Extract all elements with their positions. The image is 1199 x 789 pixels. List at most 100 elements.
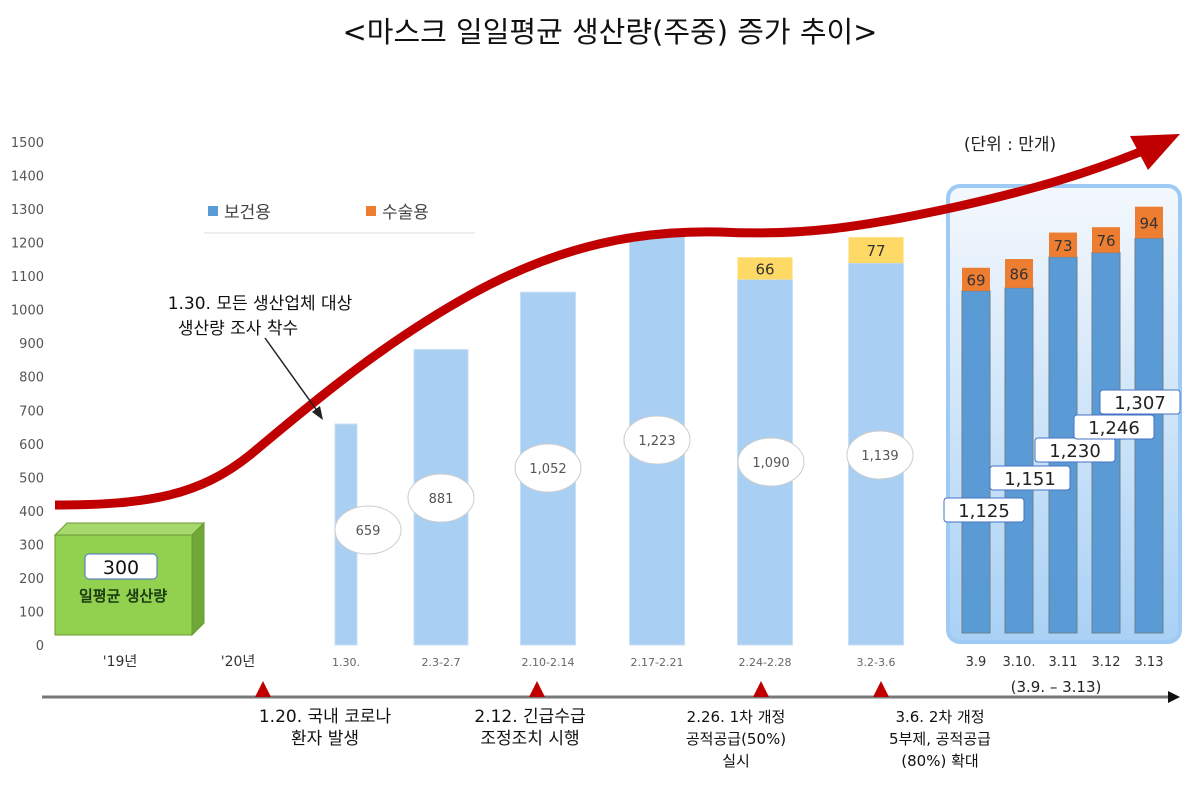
stack-label: 73 [1053, 237, 1072, 255]
x-tick-label: 3.13 [1135, 655, 1164, 670]
event-text: 2.26. 1차 개정 [687, 708, 786, 726]
y-tick-label: 100 [19, 605, 44, 620]
baseline-caption: 일평균 생산량 [79, 587, 167, 605]
y-tick-label: 200 [19, 572, 44, 587]
legend-swatch-health [208, 206, 218, 216]
event-marker [873, 681, 889, 697]
event-text: 5부제, 공적공급 [889, 730, 991, 748]
bar-surgical-3.10. [1005, 259, 1033, 288]
stack-label: 69 [966, 271, 985, 289]
y-tick-label: 900 [19, 337, 44, 352]
bar-surgical-3.12 [1092, 227, 1120, 253]
value-bubble [407, 473, 475, 523]
y-tick-label: 500 [19, 471, 44, 486]
legend: 보건용 수술용 [204, 203, 475, 234]
y-tick-label: 1100 [11, 270, 44, 285]
event-text: 2.12. 긴급수급 [474, 707, 585, 727]
y-tick-label: 0 [36, 639, 44, 654]
bar-surgical-3.11 [1049, 232, 1077, 258]
legend-label-surgical: 수술용 [382, 203, 429, 223]
x-tick-label: 2.24-2.28 [739, 656, 792, 669]
y-tick-label: 1500 [11, 136, 44, 151]
baseline-box: 300 일평균 생산량 [53, 521, 206, 637]
x-label-2019: '19년 [103, 654, 138, 670]
bar-health-3.9 [961, 290, 991, 634]
x-tick-label: 1.30. [332, 656, 360, 669]
event-text: 3.6. 2차 개정 [895, 708, 984, 726]
value-label: 881 [429, 492, 454, 507]
legend-label-health: 보건용 [224, 203, 271, 223]
chart-title: <마스크 일일평균 생산량(주중) 증가 추이> [343, 15, 878, 49]
stack-label: 66 [755, 260, 774, 278]
annotation-pointer [264, 337, 319, 413]
bar-surgical-3.2-3.6 [848, 237, 904, 264]
event-text: 실시 [722, 752, 750, 770]
y-tick-label: 600 [19, 438, 44, 453]
event-text: 1.20. 국내 코로나 [259, 707, 392, 727]
value-bubble [846, 430, 914, 480]
y-axis: 0 100 200 300 400 500 600 700 800 900 1000 1100 1200… [11, 136, 44, 654]
x-tick-label: 2.3-2.7 [422, 656, 461, 669]
event-text: 조정조치 시행 [480, 729, 579, 749]
y-tick-label: 1000 [11, 304, 44, 319]
x-label-2020: '20년 [221, 654, 256, 670]
value-label: 1,151 [1004, 469, 1056, 490]
value-label: 1,246 [1088, 418, 1140, 439]
y-tick-label: 800 [19, 371, 44, 386]
value-label: 1,230 [1049, 441, 1101, 462]
event-marker [753, 681, 769, 697]
value-bubble [334, 505, 402, 555]
x-tick-label: 3.9 [966, 655, 987, 670]
y-tick-label: 1300 [11, 203, 44, 218]
stack-label: 76 [1096, 232, 1115, 250]
value-label: 1,307 [1114, 393, 1166, 414]
bar-health-3.10. [1004, 287, 1034, 634]
value-box [1073, 414, 1155, 440]
stack-label: 86 [1009, 265, 1028, 283]
value-bubble [737, 437, 805, 487]
value-label: 659 [356, 524, 381, 539]
stack-label: 94 [1139, 214, 1158, 232]
event-marker [529, 681, 545, 697]
trend-arrow [54, 147, 1142, 510]
value-bubble [623, 415, 691, 465]
x-tick-label: 2.17-2.21 [631, 656, 684, 669]
baseline-value: 300 [103, 557, 139, 579]
x-tick-label: 3.2-3.6 [857, 656, 896, 669]
bar-surgical-3.13 [1135, 206, 1163, 239]
value-label: 1,052 [529, 462, 566, 477]
x-tick-label: 3.10. [1002, 655, 1035, 670]
timeline-arrowhead [1168, 691, 1180, 703]
x-tick-label: 3.11 [1049, 655, 1078, 670]
value-label: 1,223 [638, 434, 675, 449]
y-tick-label: 700 [19, 404, 44, 419]
legend-swatch-surgical [366, 206, 376, 216]
stack-label: 77 [866, 242, 885, 260]
y-tick-label: 1400 [11, 170, 44, 185]
y-tick-label: 400 [19, 505, 44, 520]
bar-surgical-3.9 [962, 267, 990, 291]
y-tick-label: 1200 [11, 237, 44, 252]
bar-surgical-2.24-2.28 [737, 257, 793, 280]
value-box [943, 497, 1025, 523]
trend-arrowhead [1130, 134, 1180, 170]
value-label: 1,125 [958, 501, 1010, 522]
event-text: (80%) 확대 [901, 752, 978, 770]
unit-note: (단위 : 만개) [964, 135, 1056, 155]
value-box [1099, 389, 1181, 415]
value-box [989, 465, 1071, 491]
x-axis-labels: 1.30. 2.3-2.7 2.10-2.14 2.17-2.21 2.24-2.28 3… [332, 655, 1163, 670]
event-marker [255, 681, 271, 697]
value-label: 1,139 [861, 449, 898, 464]
annotation-line-2: 생산량 조사 착수 [178, 319, 298, 339]
value-label: 1,090 [752, 456, 789, 471]
event-text: 공적공급(50%) [686, 730, 786, 748]
y-tick-label: 300 [19, 538, 44, 553]
value-bubble [514, 443, 582, 493]
highlight-range-label: (3.9. – 3.13) [1011, 678, 1102, 696]
annotation-pointer-head [312, 406, 323, 420]
x-tick-label: 3.12 [1092, 655, 1121, 670]
value-labels: 659 881 1,052 1,223 1,090 1,139 1,125 1,151 1,23… [334, 389, 1181, 555]
